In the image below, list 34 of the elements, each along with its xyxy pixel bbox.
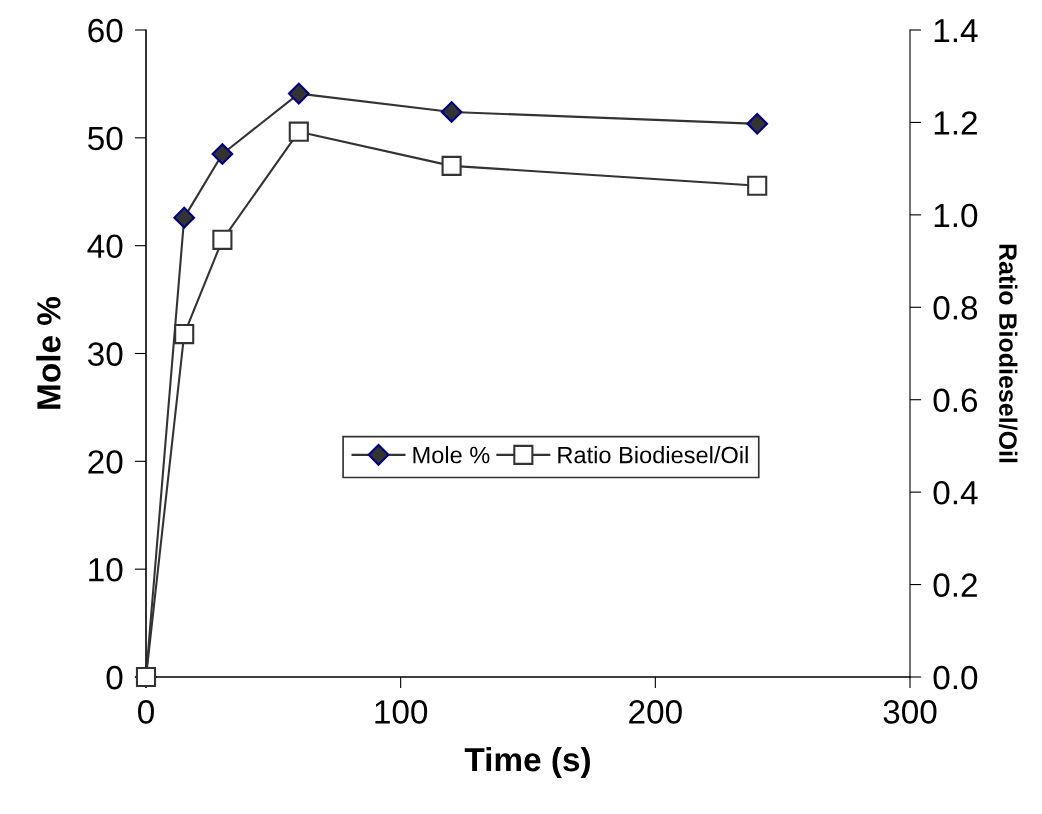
point (441, 155, 462, 176)
y2-axis-title: Ratio Biodiesel/Oil (998, 244, 1018, 463)
point (747, 175, 768, 196)
y2-tick-label: 1.0 (934, 203, 978, 228)
y-tick-label: 0 (106, 665, 123, 690)
y-tick-label: 20 (88, 450, 123, 474)
y2-tick-label: 0.2 (933, 573, 977, 597)
y2-tick-label: 0.4 (933, 480, 978, 505)
y2-tick-label: 0.0 (933, 665, 978, 690)
point (288, 121, 309, 142)
y-tick-label: 10 (89, 557, 123, 582)
x-tick-label: 200 (629, 700, 682, 724)
point (440, 101, 463, 123)
x-axis-title: Time (s) (464, 746, 590, 779)
legend-label: Ratio Biodiesel/Oil (558, 446, 748, 464)
y-tick-label: 50 (88, 126, 123, 151)
y-tick-label: 30 (87, 342, 123, 366)
y2-tick-label: 1.2 (934, 111, 977, 135)
y-axis-title: Mole % (36, 296, 61, 409)
x-tick-label: 0 (138, 700, 154, 724)
point (173, 206, 196, 229)
point (746, 112, 769, 135)
legend-label: Mole % (413, 446, 490, 464)
x-tick-label: 300 (883, 700, 937, 724)
y-tick-label: 60 (88, 18, 123, 43)
y2-tick-label: 1.4 (934, 19, 978, 43)
point (211, 143, 234, 165)
y-tick-label: 40 (87, 234, 123, 259)
x-tick-label: 100 (375, 700, 428, 724)
point (287, 82, 310, 105)
y2-tick-label: 0.8 (933, 296, 978, 320)
point (212, 229, 233, 250)
y2-tick-label: 0.6 (933, 388, 978, 413)
point (174, 324, 195, 345)
